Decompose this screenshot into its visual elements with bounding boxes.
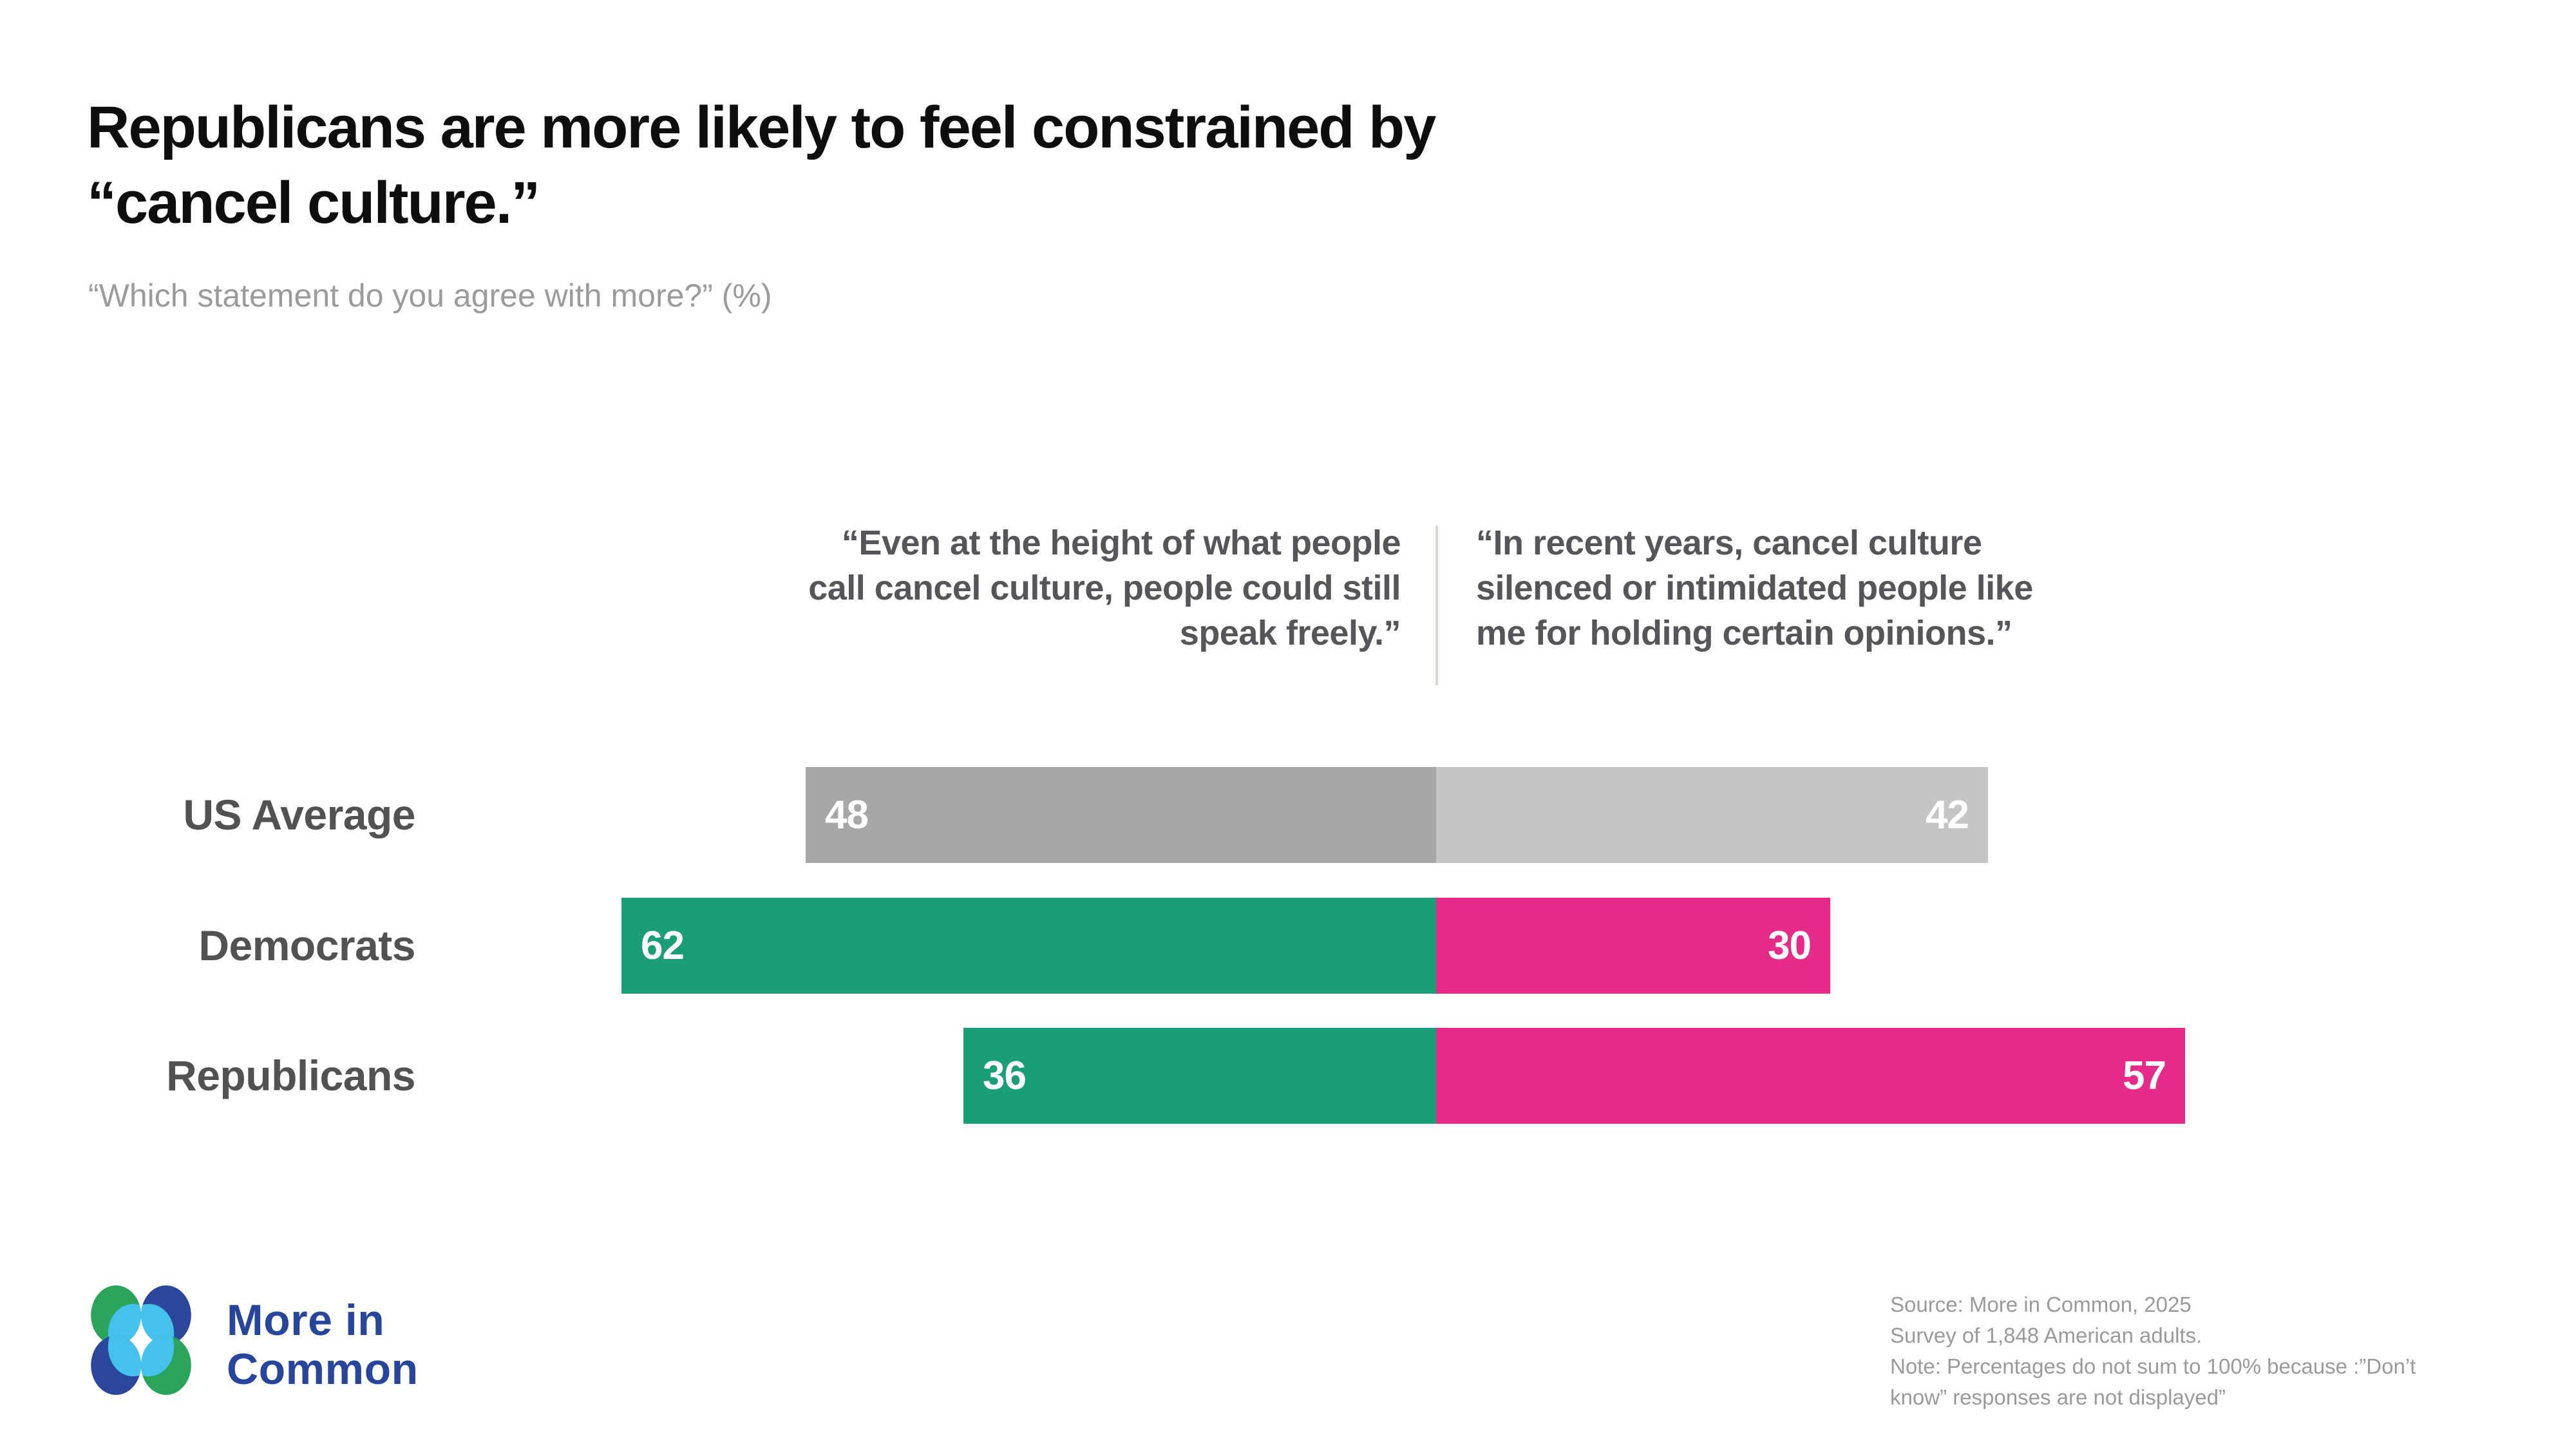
bar-left-segment: 48	[806, 767, 1436, 863]
column-header-right-statement: “In recent years, cancel culture silence…	[1476, 524, 2033, 653]
bar-value-label: 30	[1768, 923, 1812, 968]
bar-left-segment: 62	[621, 898, 1436, 994]
column-divider-line	[1435, 526, 1438, 685]
bar-value-label: 42	[1926, 793, 1969, 837]
bar-right-segment: 42	[1436, 767, 1988, 863]
bar-value-label: 48	[825, 793, 869, 837]
bar-left-segment: 36	[963, 1028, 1436, 1124]
category-label: US Average	[183, 791, 415, 838]
bar-value-label: 36	[983, 1054, 1027, 1098]
category-label: Republicans	[166, 1052, 415, 1099]
survey-question-subtitle: “Which statement do you agree with more?…	[88, 278, 772, 314]
more-in-common-logo-icon	[91, 1285, 191, 1395]
bar-value-label: 57	[2123, 1054, 2166, 1098]
page-title: Republicans are more likely to feel cons…	[87, 95, 1436, 236]
bar-value-label: 62	[641, 923, 685, 968]
category-label: Democrats	[198, 922, 415, 969]
more-in-common-wordmark: More in Common	[227, 1296, 419, 1394]
column-header-left-statement: “Even at the height of what people call …	[808, 524, 1401, 653]
bar-right-segment: 30	[1436, 898, 1830, 994]
bar-right-segment: 57	[1436, 1028, 2185, 1124]
source-note: Source: More in Common, 2025 Survey of 1…	[1890, 1293, 2416, 1409]
